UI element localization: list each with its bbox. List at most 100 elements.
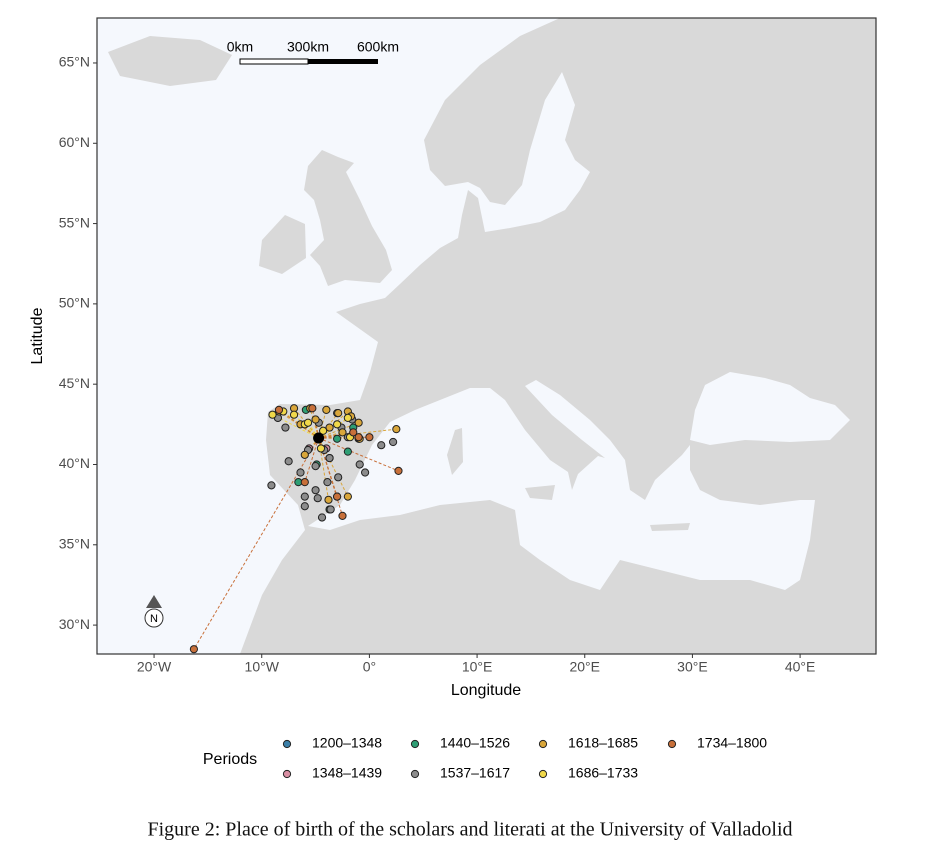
y-tick-label: 35°N	[59, 535, 90, 551]
point	[377, 441, 386, 450]
points	[189, 404, 403, 654]
sicily	[525, 485, 555, 500]
legend-swatch	[410, 769, 420, 779]
point	[268, 410, 277, 419]
point	[284, 457, 293, 466]
point	[338, 511, 347, 520]
y-tick-label: 45°N	[59, 375, 90, 391]
origin-point	[313, 432, 325, 444]
north-arrow-head	[146, 595, 162, 608]
point	[303, 418, 313, 427]
legend-label: 1348–1439	[312, 765, 382, 781]
legend-title: Periods	[203, 751, 257, 768]
scale-label: 0km	[227, 39, 253, 55]
point	[343, 447, 352, 456]
black-sea	[690, 372, 850, 445]
point	[189, 645, 199, 654]
connector	[304, 437, 320, 483]
x-tick-label: 20°W	[137, 659, 172, 675]
legend-swatch	[282, 739, 292, 749]
x-tick-label: 10°E	[462, 659, 493, 675]
point	[343, 413, 352, 423]
ireland	[259, 215, 306, 274]
x-tick-label: 40°E	[785, 659, 816, 675]
figure-caption: Figure 2: Place of birth of the scholars…	[147, 819, 792, 841]
point	[308, 404, 317, 413]
connector	[293, 407, 319, 439]
point	[392, 425, 401, 434]
point	[300, 502, 309, 511]
north-arrow: N	[144, 595, 164, 628]
scale-label: 300km	[287, 39, 329, 55]
point	[316, 444, 326, 453]
legend-label: 1686–1733	[568, 765, 638, 781]
north-arrow-label: N	[150, 613, 158, 625]
point	[333, 420, 342, 429]
point	[343, 492, 352, 501]
point	[267, 481, 276, 490]
point	[349, 428, 358, 437]
point	[296, 468, 305, 477]
point	[311, 415, 320, 424]
legend-swatch	[667, 739, 677, 749]
point	[394, 466, 403, 476]
x-axis-title: Longitude	[451, 682, 521, 699]
legend-swatch	[538, 769, 548, 779]
point	[313, 494, 322, 503]
legend-label: 1200–1348	[312, 735, 382, 751]
plot-frame	[96, 17, 877, 655]
point	[281, 423, 290, 432]
scale-segment	[239, 58, 309, 65]
point	[333, 434, 342, 443]
point	[361, 468, 370, 477]
y-axis-title: Latitude	[29, 307, 46, 364]
point	[365, 433, 374, 442]
connector	[318, 428, 397, 439]
north-arrow-circle	[144, 608, 164, 628]
y-tick-label: 60°N	[59, 134, 90, 150]
x-tick-label: 0°	[363, 659, 376, 675]
point	[300, 492, 309, 501]
point	[325, 453, 334, 463]
point	[311, 461, 320, 471]
point	[388, 437, 398, 447]
connector	[318, 437, 399, 472]
x-tick-label: 10°W	[245, 659, 280, 675]
legend-swatch	[282, 769, 292, 779]
y-tick-label: 50°N	[59, 295, 90, 311]
great-britain	[304, 150, 392, 286]
x-tick-label: 20°E	[569, 659, 600, 675]
y-tick-label: 30°N	[59, 616, 90, 632]
point	[334, 408, 343, 418]
scale-bar: 0km 300km 600km	[227, 39, 399, 65]
corsica-sardinia	[447, 428, 463, 475]
y-tick-label: 65°N	[59, 54, 90, 70]
y-tick-label: 40°N	[59, 455, 90, 471]
point	[322, 405, 331, 414]
point	[317, 513, 327, 522]
scale-label: 600km	[357, 39, 399, 55]
iceland	[108, 36, 232, 86]
point	[300, 450, 309, 459]
y-tick-label: 55°N	[59, 214, 90, 230]
legend-label: 1618–1685	[568, 735, 638, 751]
point	[355, 460, 364, 469]
point	[319, 426, 328, 435]
point	[289, 410, 299, 419]
point	[274, 405, 284, 414]
x-tick-label: 30°E	[677, 659, 708, 675]
point	[311, 486, 320, 495]
point	[334, 473, 343, 482]
point	[326, 505, 335, 514]
legend-swatch	[538, 739, 548, 749]
legend-label: 1537–1617	[440, 765, 510, 781]
connector	[272, 414, 319, 439]
point	[333, 492, 342, 501]
legend-label: 1734–1800	[697, 735, 767, 751]
point	[324, 495, 333, 504]
legend-label: 1440–1526	[440, 735, 510, 751]
point	[354, 433, 363, 442]
point	[323, 478, 332, 487]
point	[325, 423, 334, 432]
